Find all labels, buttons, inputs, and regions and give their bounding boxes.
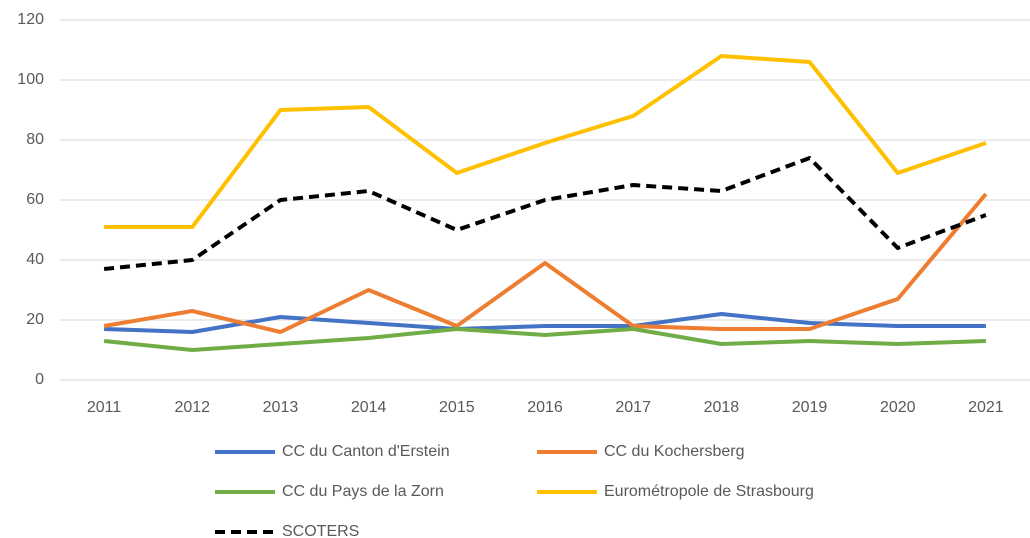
legend-label: Eurométropole de Strasbourg	[604, 483, 814, 500]
series-line	[104, 54, 987, 229]
y-tick-label: 60	[26, 191, 44, 208]
y-tick-label: 20	[26, 311, 44, 328]
legend-label: CC du Canton d'Erstein	[282, 443, 450, 460]
legend-label: CC du Kochersberg	[604, 443, 745, 460]
x-tick-label: 2018	[704, 399, 740, 416]
x-tick-label: 2019	[792, 399, 828, 416]
x-tick-label: 2021	[968, 399, 1004, 416]
x-tick-label: 2011	[87, 399, 122, 416]
y-tick-label: 120	[17, 11, 44, 28]
x-tick-label: 2017	[615, 399, 651, 416]
y-tick-label: 0	[35, 371, 44, 388]
x-tick-label: 2016	[527, 399, 563, 416]
series-line	[104, 312, 986, 334]
x-tick-label: 2013	[263, 399, 299, 416]
series-line	[103, 156, 987, 271]
series-line	[103, 327, 986, 352]
x-tick-label: 2015	[439, 399, 475, 416]
legend-label: SCOTERS	[282, 523, 359, 538]
legend-label: CC du Pays de la Zorn	[282, 483, 444, 500]
x-tick-label: 2020	[880, 399, 916, 416]
x-tick-label: 2014	[351, 399, 387, 416]
series-line	[103, 192, 988, 334]
y-tick-label: 80	[26, 131, 44, 148]
y-tick-label: 40	[26, 251, 44, 268]
x-tick-label: 2012	[174, 399, 210, 416]
y-tick-label: 100	[17, 71, 44, 88]
